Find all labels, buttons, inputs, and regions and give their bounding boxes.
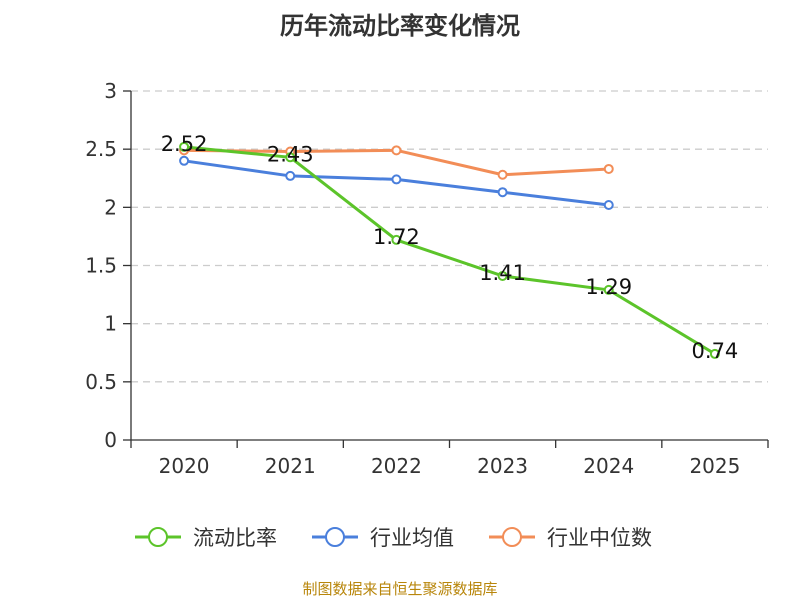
x-tick-label: 2024 <box>583 454 634 478</box>
legend-label: 行业中位数 <box>547 526 652 550</box>
series-line-0 <box>183 145 716 356</box>
x-tick-label: 2021 <box>265 454 316 478</box>
legend-label: 流动比率 <box>193 526 277 550</box>
data-point[interactable] <box>603 284 614 295</box>
data-point[interactable] <box>603 200 614 211</box>
axes: 0 0.5 1 1.5 2 2.5 3 2020 2021 2022 2023 2024 2025 <box>85 79 769 478</box>
legend[interactable]: 流动比率 行业均值 行业中位数 <box>135 526 652 550</box>
data-point[interactable] <box>497 270 508 281</box>
x-tick-label: 2023 <box>477 454 528 478</box>
data-labels: 2.52 2.43 1.72 1.41 1.29 0.74 <box>161 132 739 363</box>
source-note: 制图数据来自恒生聚源数据库 <box>302 580 498 598</box>
x-tick-label: 2020 <box>159 454 210 478</box>
y-tick-label: 1.5 <box>85 254 117 278</box>
legend-item[interactable]: 行业均值 <box>312 526 454 550</box>
chart-title: 历年流动比率变化情况 <box>280 12 520 40</box>
data-point[interactable] <box>497 169 508 180</box>
data-point[interactable] <box>179 155 190 166</box>
y-tick-label: 2 <box>104 195 117 219</box>
y-tick-label: 0 <box>104 428 117 452</box>
data-point[interactable] <box>709 348 720 359</box>
series-group <box>179 141 720 359</box>
data-label: 0.74 <box>692 339 739 363</box>
legend-item[interactable]: 行业中位数 <box>489 526 652 550</box>
legend-marker <box>502 527 522 547</box>
data-label: 2.43 <box>267 142 314 166</box>
grid-lines <box>131 90 768 383</box>
data-point[interactable] <box>497 187 508 198</box>
y-tick-label: 3 <box>104 79 117 103</box>
data-point[interactable] <box>391 174 402 185</box>
data-point[interactable] <box>603 163 614 174</box>
y-tick-label: 1 <box>104 312 117 336</box>
data-point[interactable] <box>391 234 402 245</box>
x-tick-label: 2022 <box>371 454 422 478</box>
data-label: 2.52 <box>161 132 208 156</box>
data-point[interactable] <box>285 152 296 163</box>
legend-item[interactable]: 流动比率 <box>135 526 277 550</box>
legend-marker <box>325 527 345 547</box>
data-point[interactable] <box>391 145 402 156</box>
y-tick-label: 2.5 <box>85 137 117 161</box>
data-point[interactable] <box>285 170 296 181</box>
data-label: 1.72 <box>373 225 420 249</box>
x-tick-label: 2025 <box>689 454 740 478</box>
data-label: 1.29 <box>585 275 632 299</box>
data-point[interactable] <box>179 141 190 152</box>
data-label: 1.41 <box>479 261 526 285</box>
legend-marker <box>148 527 168 547</box>
legend-label: 行业均值 <box>370 526 454 550</box>
y-tick-label: 0.5 <box>85 370 117 394</box>
